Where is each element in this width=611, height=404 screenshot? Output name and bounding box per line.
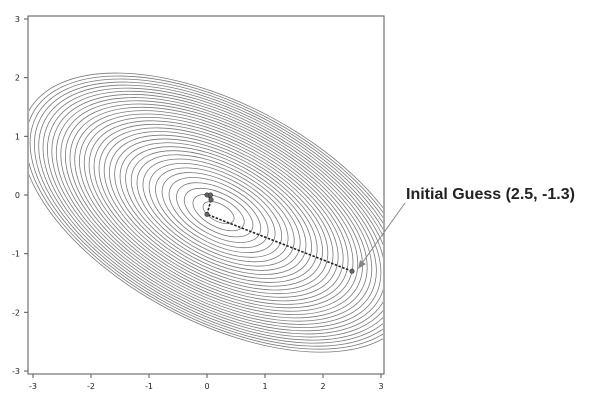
contour-line [136,154,301,271]
optimization-path [204,192,355,274]
y-tick-label: 0 [15,191,20,200]
path-point [349,268,355,274]
contour-line [55,97,382,329]
contour-line [176,182,262,243]
y-tick-label: 2 [15,74,20,83]
contour-line [42,87,383,338]
contour-line [202,201,235,225]
contour-line [168,177,269,249]
contour-lines [29,72,383,353]
x-tick-label: -2 [87,382,95,391]
contour-line [103,131,334,295]
y-tick-label: -3 [12,367,20,376]
contour-line [46,90,383,335]
contour-line [93,123,344,302]
x-tick-label: -1 [145,382,153,391]
contour-line [148,162,289,263]
path-point [207,192,213,198]
contour-line [142,158,295,267]
contour-line [183,187,254,238]
y-tick-label: 1 [15,132,20,141]
path-line [205,194,353,273]
annotation-arrow [359,202,406,267]
y-tick-label: 3 [15,15,20,24]
contour-line [60,100,377,325]
annotation-arrowhead [358,260,366,269]
x-axis-ticks: -3 -2 -1 0 1 2 3 [29,374,384,391]
x-tick-label: 2 [320,382,325,391]
x-tick-label: 3 [378,382,383,391]
x-tick-label: 1 [262,382,267,391]
contour-line [29,72,383,353]
contour-line [88,120,349,305]
contour-line [29,75,383,350]
contour-line [192,194,245,232]
x-tick-label: -3 [29,382,37,391]
contour-line [38,84,383,341]
y-tick-label: -1 [12,250,20,259]
path-point [208,197,214,203]
y-tick-label: -2 [12,308,20,317]
contour-line [64,103,373,322]
x-tick-label: 0 [204,382,209,391]
contour-line [83,116,354,309]
contour-line [98,127,339,298]
contour-line [161,172,276,254]
contour-line [33,81,383,344]
contour-line [114,138,323,287]
y-axis-ticks: -3 -2 -1 0 1 2 3 [12,15,28,376]
contour-line [108,134,329,291]
contour-line [119,142,318,283]
path-point [204,211,210,217]
contour-line [79,113,359,312]
annotation-label: Initial Guess (2.5, -1.3) [406,186,575,203]
contour-line [51,94,383,332]
contour-line [155,167,283,258]
contour-line [69,106,368,319]
contour-line [130,150,307,275]
contour-line [74,110,363,315]
contour-line [29,78,383,347]
contour-line [125,146,313,279]
